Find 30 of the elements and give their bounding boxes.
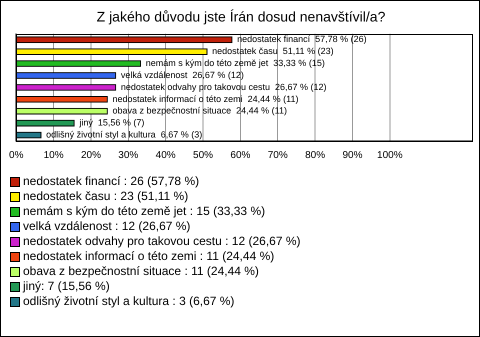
category-label: jiný 15,56 % (7)	[79, 118, 144, 128]
category-label: nemám s kým do této země jet 33,33 % (15)	[146, 58, 325, 68]
x-tick-label: 100%	[377, 150, 403, 161]
text: nedostatek financí : 26 (57,78 %)	[23, 174, 200, 189]
x-tick-label: 0%	[9, 150, 24, 161]
text: nedostatek času : 23 (51,11 %)	[23, 189, 188, 204]
text: jiný: 7 (15,56 %)	[23, 279, 110, 294]
chart-title: Z jakého důvodu jste Írán dosud nenavštívil/a?	[96, 8, 386, 24]
x-tick-label: 20%	[80, 150, 102, 161]
category-label: nedostatek financí 57,78 % (26)	[237, 34, 367, 44]
text: nemám s kým do této země jet : 15 (33,33 %)	[23, 204, 266, 219]
category-label: nedostatek informací o této zemi 24,44 % (11)	[112, 94, 298, 104]
x-tick-label: 40%	[156, 150, 176, 161]
category-label: velká vzdálenost 26,67 % (12)	[120, 70, 244, 80]
x-tick-label: 70%	[268, 150, 288, 161]
x-tick-label: 60%	[230, 150, 250, 161]
text: velká vzdálenost : 12 (26,67 %)	[23, 219, 190, 234]
category-label: nedostatek času 51,11 % (23)	[212, 46, 334, 56]
text: nedostatek informací o této zemi : 11 (24,44 %)	[23, 249, 274, 264]
text: odlišný životní styl a kultura : 3 (6,67 %)	[23, 294, 234, 309]
category-label: obava z bezpečnostní situace 24,44 % (11)	[112, 106, 287, 116]
category-label: odlišný životní styl a kultura 6,67 % (3)	[46, 130, 202, 140]
x-tick-label: 90%	[342, 150, 363, 161]
x-tick-label: 50%	[193, 150, 214, 161]
text: nedostatek odvahy pro takovou cestu : 12 (26,67 %)	[23, 234, 301, 249]
text: obava z bezpečnostní situace : 11 (24,44 %)	[23, 264, 259, 279]
x-tick-label: 10%	[44, 150, 64, 161]
category-label: nedostatek odvahy pro takovou cestu 26,67 % (12)	[120, 82, 326, 92]
x-tick-label: 80%	[305, 150, 326, 161]
x-tick-label: 30%	[118, 150, 138, 161]
